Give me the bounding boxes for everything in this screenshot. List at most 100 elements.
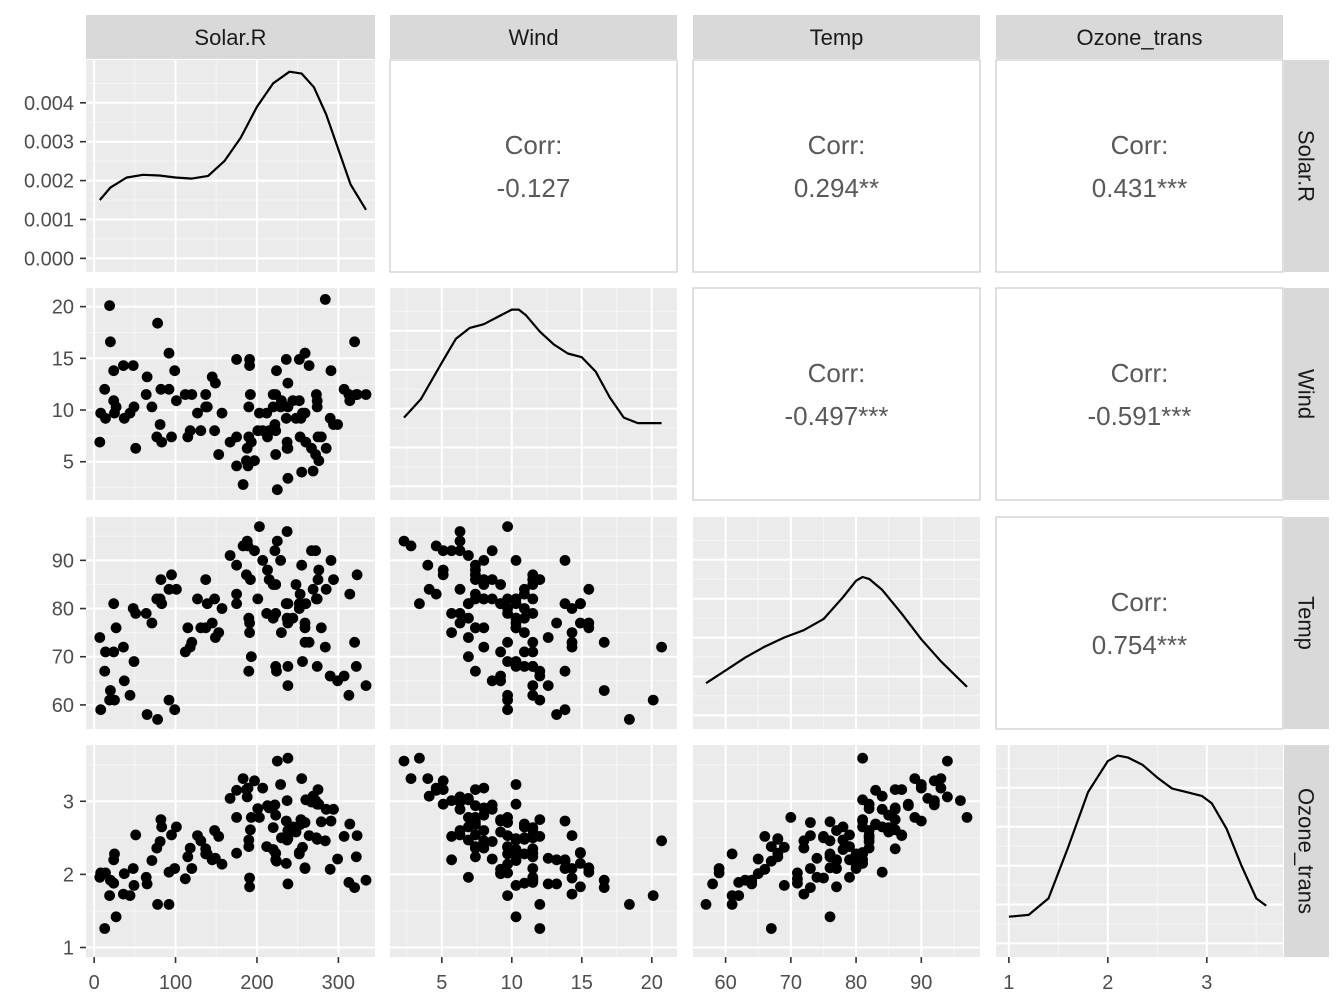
corr-label: Corr:: [1111, 358, 1169, 388]
data-point: [446, 627, 457, 638]
corr-value: 0.294**: [794, 173, 879, 203]
data-point: [263, 574, 275, 585]
data-point: [831, 825, 842, 836]
data-point: [99, 665, 111, 677]
data-point: [231, 598, 243, 610]
data-point: [519, 612, 530, 624]
data-point: [151, 842, 163, 854]
data-point: [269, 545, 281, 557]
data-point: [118, 675, 130, 687]
data-point: [519, 821, 530, 833]
data-point: [300, 794, 312, 806]
data-point: [182, 431, 194, 443]
data-point: [478, 803, 490, 814]
data-point: [179, 646, 191, 658]
data-point: [282, 377, 294, 389]
data-point: [470, 665, 481, 677]
data-point: [534, 694, 546, 706]
data-point: [700, 899, 712, 910]
data-point: [857, 821, 868, 833]
data-point: [463, 632, 474, 643]
data-point: [583, 862, 595, 874]
data-point: [811, 852, 823, 864]
data-point: [575, 881, 586, 893]
data-point: [486, 853, 498, 865]
strip-col-solar-r: Solar.R: [194, 25, 266, 50]
data-point: [446, 854, 457, 866]
data-point: [844, 871, 855, 883]
data-point: [231, 812, 243, 823]
data-point: [583, 583, 595, 595]
data-point: [243, 612, 255, 624]
data-point: [733, 890, 745, 901]
data-point: [299, 407, 311, 419]
data-point: [311, 593, 322, 605]
data-point: [263, 802, 275, 814]
data-point: [566, 863, 578, 874]
data-point: [155, 383, 167, 395]
data-point: [502, 817, 513, 828]
panel-ozone-trans-vs-ozone-trans: [996, 745, 1283, 957]
data-point: [163, 347, 175, 359]
data-point: [151, 593, 163, 605]
data-point: [566, 888, 578, 900]
data-point: [213, 627, 225, 638]
y-tick-label: 70: [52, 647, 74, 669]
data-point: [519, 832, 530, 844]
panel-wind-vs-ozone-trans: Corr: -0.591***: [995, 287, 1284, 501]
data-point: [270, 661, 282, 672]
data-point: [502, 841, 513, 852]
data-point: [486, 836, 498, 847]
data-point: [935, 773, 947, 784]
y-tick-label: 0.003: [24, 132, 74, 154]
x-tick-label: 1: [1003, 972, 1014, 994]
data-point: [502, 608, 513, 619]
data-point: [108, 646, 120, 658]
data-point: [446, 795, 457, 806]
data-point: [542, 852, 554, 864]
data-point: [312, 784, 324, 795]
data-point: [798, 888, 810, 900]
data-point: [155, 574, 167, 585]
data-point: [559, 704, 571, 716]
y-tick-label: 10: [52, 400, 74, 422]
data-point: [831, 854, 842, 866]
data-point: [311, 798, 323, 810]
data-point: [647, 890, 659, 901]
data-point: [231, 559, 243, 571]
data-point: [486, 675, 498, 687]
data-point: [818, 872, 829, 884]
data-point: [257, 555, 269, 566]
data-point: [824, 911, 836, 923]
data-point: [566, 830, 578, 841]
data-point: [267, 612, 279, 624]
data-point: [575, 598, 586, 610]
data-point: [319, 835, 331, 847]
data-point: [231, 460, 243, 472]
data-point: [128, 656, 140, 667]
data-point: [186, 636, 198, 648]
data-point: [332, 853, 343, 865]
data-point: [252, 425, 264, 437]
data-point: [313, 564, 325, 576]
data-point: [325, 555, 337, 566]
data-point: [534, 923, 546, 934]
panel-temp-vs-temp: [693, 517, 980, 729]
data-point: [267, 401, 279, 413]
data-point: [955, 795, 966, 806]
row-strips: Solar.R Wind Temp Ozone_trans: [1284, 60, 1329, 957]
data-point: [105, 874, 116, 886]
data-point: [270, 847, 282, 859]
data-point: [344, 588, 356, 600]
data-point: [454, 825, 466, 836]
data-point: [310, 449, 321, 460]
data-point: [140, 389, 152, 400]
x-tick-label: 0: [89, 972, 100, 994]
y-tick-label: 0.004: [24, 93, 74, 115]
data-point: [478, 641, 490, 653]
data-point: [837, 834, 849, 846]
data-point: [270, 449, 282, 460]
data-point: [338, 831, 350, 842]
data-point: [254, 521, 265, 532]
data-point: [110, 911, 122, 923]
